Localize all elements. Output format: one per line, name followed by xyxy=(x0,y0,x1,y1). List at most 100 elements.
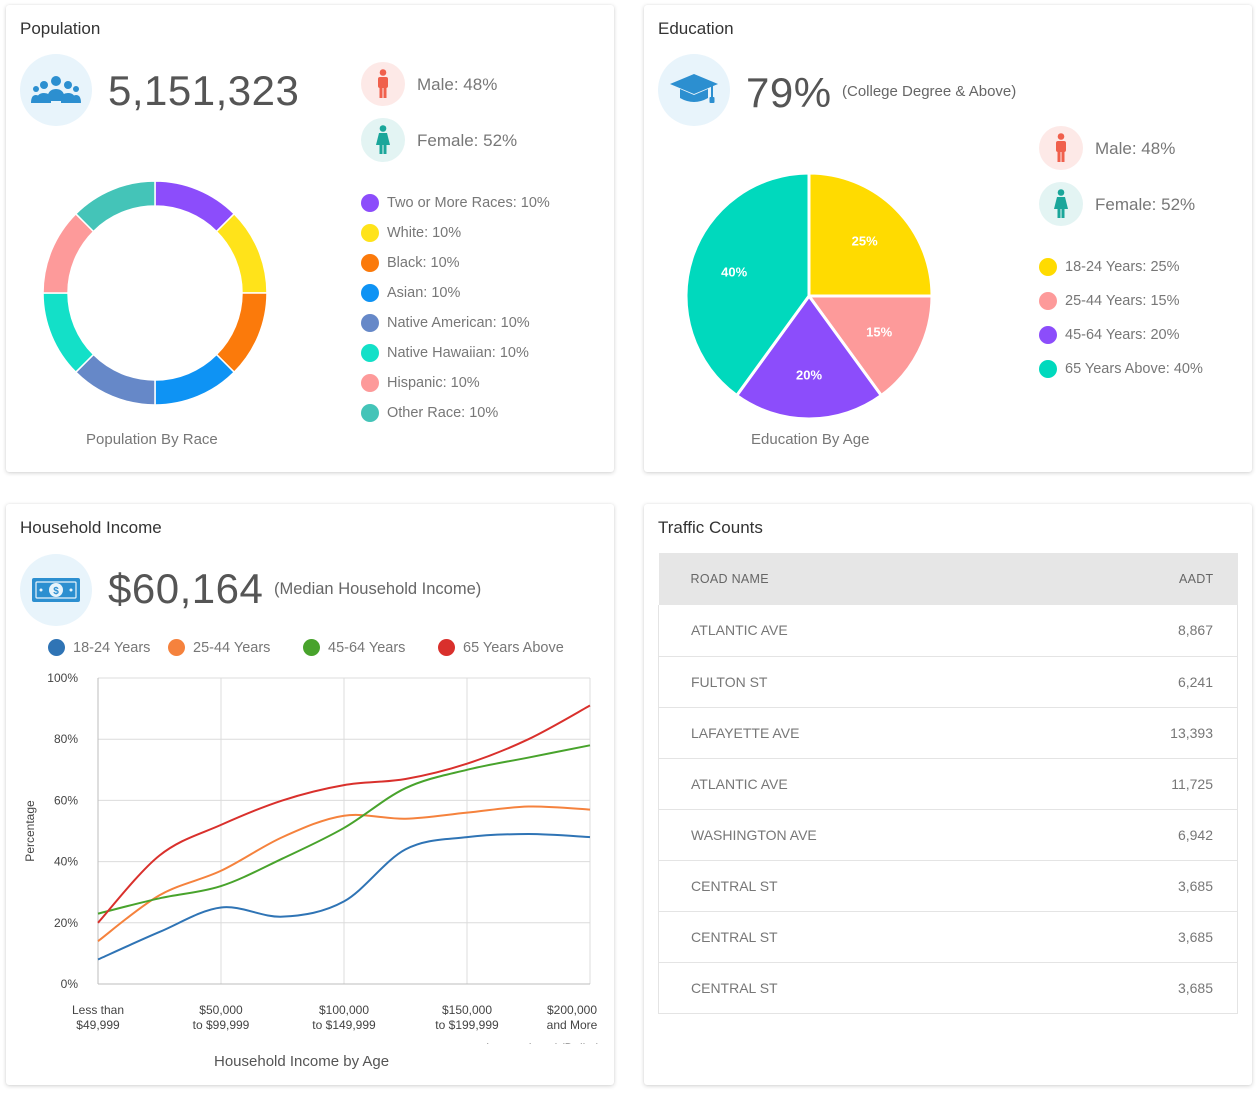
legend-item: Hispanic: 10% xyxy=(361,374,480,392)
donut-slice-hispanic[interactable] xyxy=(42,212,95,294)
column-header-road-name[interactable]: ROAD NAME xyxy=(658,553,1034,605)
road-name-cell: CENTRAL ST xyxy=(658,911,1034,963)
legend-label: Asian: 10% xyxy=(387,285,461,301)
legend-item: 65 Years Above: 40% xyxy=(1039,360,1203,378)
legend-label: Other Race: 10% xyxy=(387,405,499,421)
donut-slice-black[interactable] xyxy=(215,292,268,374)
legend-item: Black: 10% xyxy=(361,254,460,272)
traffic-table: ROAD NAME AADT ATLANTIC AVE 8,867 FULTON S… xyxy=(658,553,1239,1014)
donut-slice-white[interactable] xyxy=(215,212,268,294)
donut-slice-native-american[interactable] xyxy=(74,353,156,406)
donut-slice-other-race[interactable] xyxy=(74,180,156,233)
legend-swatch xyxy=(361,194,379,212)
table-row[interactable]: ATLANTIC AVE 8,867 xyxy=(658,605,1239,657)
table-row[interactable]: WASHINGTON AVE 6,942 xyxy=(658,809,1239,861)
people-icon xyxy=(20,54,92,126)
table-row[interactable]: ATLANTIC AVE 11,725 xyxy=(658,758,1239,810)
road-name-cell: CENTRAL ST xyxy=(658,860,1034,912)
legend-swatch xyxy=(438,639,455,656)
graduation-cap-icon xyxy=(658,54,730,126)
income-chart-caption: Household Income by Age xyxy=(214,1053,390,1070)
series-line-18-24-years[interactable] xyxy=(97,833,591,961)
male-icon xyxy=(1039,126,1083,170)
table-row[interactable]: CENTRAL ST 3,685 xyxy=(658,911,1239,963)
legend-swatch xyxy=(1039,326,1057,344)
donut-slice-two-or-more-races[interactable] xyxy=(154,180,236,233)
legend-swatch xyxy=(1039,258,1057,276)
legend-swatch xyxy=(361,254,379,272)
y-tick-label: 20% xyxy=(54,916,78,930)
series-line-25-44-years[interactable] xyxy=(97,805,591,942)
legend-label: White: 10% xyxy=(387,225,462,241)
legend-swatch xyxy=(361,314,379,332)
series-line-45-64-years[interactable] xyxy=(97,744,591,915)
column-header-aadt[interactable]: AADT xyxy=(1033,553,1238,605)
race-chart-caption: Population By Race xyxy=(86,431,218,448)
income-line-chart: 0% 20% 40% 60% 80% 100% Less than$49,999 $50,00… xyxy=(23,671,600,1044)
pie-slice-45-64-years[interactable] xyxy=(734,293,884,421)
legend-label: Native Hawaiian: 10% xyxy=(387,345,529,361)
legend-label: 18-24 Years: 25% xyxy=(1065,259,1180,275)
legend-label: Black: 10% xyxy=(387,255,460,271)
pie-slice-label: 40% xyxy=(721,265,747,280)
pie-slice-label: 25% xyxy=(852,233,878,248)
population-card: Population 5,151,323 Male: 48% Female: 5… xyxy=(6,5,614,472)
x-tick-label: to $199,999 xyxy=(435,1018,499,1032)
x-tick-label: $50,000 xyxy=(199,1003,243,1017)
table-row[interactable]: FULTON ST 6,241 xyxy=(658,656,1239,708)
male-percent: Male: 48% xyxy=(417,75,498,94)
x-tick-label: to $99,999 xyxy=(193,1018,250,1032)
road-name-cell: FULTON ST xyxy=(658,656,1034,708)
population-total: 5,151,323 xyxy=(108,67,300,114)
female-icon xyxy=(361,118,405,162)
aadt-cell: 6,942 xyxy=(1033,809,1239,861)
education-percent: 79% xyxy=(746,69,832,116)
pie-slice-label: 20% xyxy=(796,368,822,383)
legend-label: 18-24 Years xyxy=(73,639,151,656)
pie-slice-65-years-above[interactable] xyxy=(684,171,811,398)
legend-label: 25-44 Years xyxy=(193,639,271,656)
legend-swatch xyxy=(361,344,379,362)
education-percent-note: (College Degree & Above) xyxy=(842,83,1017,100)
y-axis-title: Percentage xyxy=(23,800,37,862)
aadt-cell: 3,685 xyxy=(1033,860,1239,912)
pie-slice-18-24-years[interactable] xyxy=(807,171,934,298)
aadt-cell: 6,241 xyxy=(1033,656,1239,708)
y-tick-label: 100% xyxy=(47,671,78,685)
y-tick-label: 60% xyxy=(54,793,78,807)
income-legend-item[interactable]: 45-64 Years xyxy=(303,639,405,656)
female-percent: Female: 52% xyxy=(1095,195,1196,214)
median-income: $60,164 xyxy=(108,565,264,612)
x-tick-label: $150,000 xyxy=(442,1003,492,1017)
donut-slice-asian[interactable] xyxy=(154,353,236,406)
table-row[interactable]: LAFAYETTE AVE 13,393 xyxy=(658,707,1239,759)
table-row[interactable]: CENTRAL ST 3,685 xyxy=(658,860,1239,912)
legend-label: Native American: 10% xyxy=(387,315,530,331)
x-axis-title: Income Level (Dollar) xyxy=(486,1041,600,1044)
legend-swatch xyxy=(303,639,320,656)
legend-label: Two or More Races: 10% xyxy=(387,195,550,211)
legend-item: Asian: 10% xyxy=(361,284,460,302)
road-name-cell: WASHINGTON AVE xyxy=(658,809,1034,861)
female-icon xyxy=(1039,182,1083,226)
pie-slice-25-44-years[interactable] xyxy=(806,294,934,398)
income-legend-item[interactable]: 65 Years Above xyxy=(438,639,564,656)
income-title: Household Income xyxy=(20,518,162,537)
road-name-cell: ATLANTIC AVE xyxy=(658,605,1034,657)
series-line-65-years-above[interactable] xyxy=(97,704,591,924)
income-legend-item[interactable]: 18-24 Years xyxy=(48,639,150,656)
income-legend-item[interactable]: 25-44 Years xyxy=(168,639,270,656)
legend-swatch xyxy=(1039,360,1057,378)
aadt-cell: 8,867 xyxy=(1033,605,1239,657)
legend-item: 18-24 Years: 25% xyxy=(1039,258,1179,276)
y-tick-label: 0% xyxy=(61,977,79,991)
table-row[interactable]: CENTRAL ST 3,685 xyxy=(658,962,1239,1014)
donut-slice-native-hawaiian[interactable] xyxy=(42,292,95,374)
legend-item: Other Race: 10% xyxy=(361,404,498,422)
x-tick-label: $100,000 xyxy=(319,1003,369,1017)
aadt-cell: 13,393 xyxy=(1033,707,1239,759)
race-donut-chart xyxy=(42,180,268,406)
female-percent: Female: 52% xyxy=(417,131,518,150)
traffic-title: Traffic Counts xyxy=(658,518,763,537)
education-title: Education xyxy=(658,19,734,38)
